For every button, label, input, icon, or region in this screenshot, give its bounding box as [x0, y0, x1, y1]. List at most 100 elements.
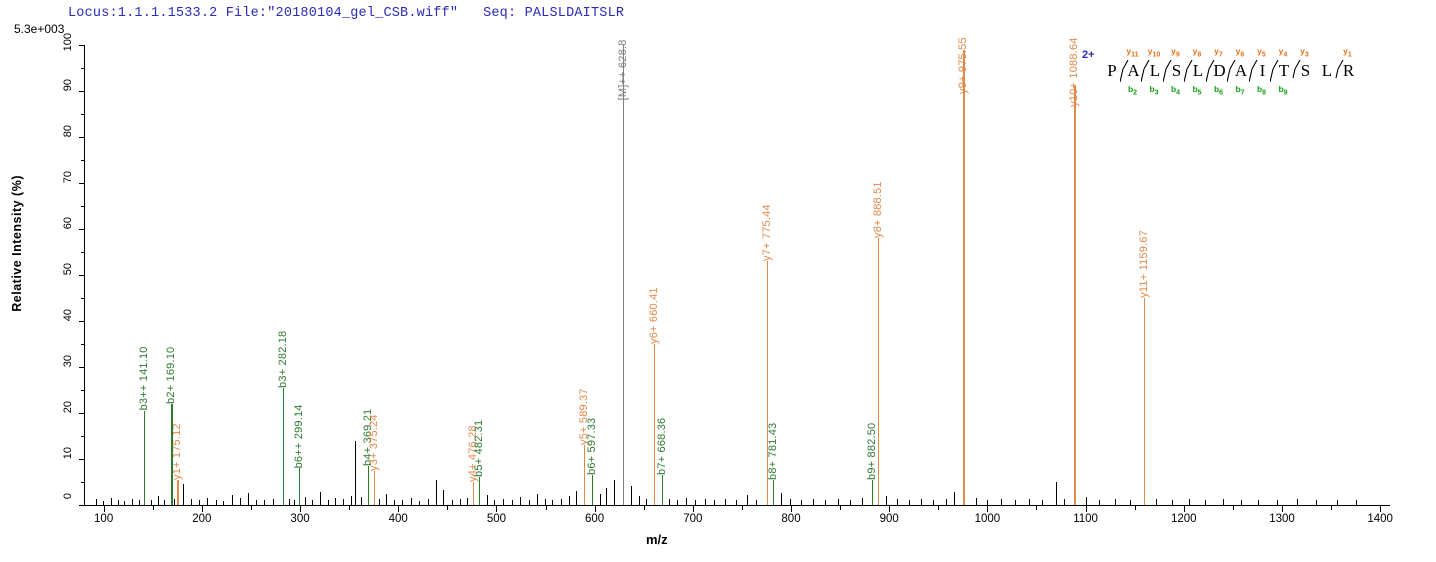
ladder-y-ion-tag: y7 — [1214, 46, 1223, 59]
noise-peak — [503, 499, 505, 505]
peak-label: y7+ 775.44 — [760, 204, 773, 262]
y-axis-tick-label: 50 — [62, 263, 74, 276]
spectrum-header: Locus:1.1.1.1533.2 File:"20180104_gel_CS… — [68, 6, 625, 21]
noise-peak — [677, 500, 679, 505]
ladder-residue: I — [1259, 61, 1266, 80]
x-axis-tick-label: 800 — [781, 513, 801, 525]
y-ion-peak — [473, 482, 475, 505]
noise-peak — [886, 495, 888, 505]
b-ion-peak — [872, 479, 874, 505]
noise-peak — [1115, 499, 1117, 505]
noise-peak — [1355, 500, 1357, 505]
b-ion-peak — [299, 468, 301, 505]
x-axis-minor-tick — [643, 506, 645, 510]
noise-peak — [402, 500, 404, 505]
ladder-b-ion-tag: b3 — [1149, 84, 1159, 97]
b-ion-peak — [282, 387, 284, 505]
y-axis-title: Relative Intensity (%) — [10, 175, 24, 312]
peak-label: y9+ 975.55 — [957, 37, 970, 94]
noise-peak — [512, 500, 514, 505]
noise-peak — [452, 500, 454, 505]
x-axis-tick — [987, 506, 989, 512]
noise-peak — [861, 498, 863, 505]
noise-peak — [311, 500, 313, 505]
y-axis-tick — [79, 367, 84, 368]
noise-peak — [124, 501, 126, 505]
peak-label: b5+ 482.31 — [473, 420, 486, 478]
noise-peak — [669, 498, 671, 505]
noise-peak — [263, 500, 265, 505]
noise-peak — [443, 490, 445, 505]
noise-peak — [223, 500, 225, 505]
y-axis-tick-label: 90 — [62, 79, 74, 92]
peak-label: b8+ 781.43 — [766, 422, 779, 480]
noise-peak — [920, 498, 922, 505]
noise-peak — [544, 498, 546, 505]
noise-peak — [528, 499, 530, 505]
noise-peak — [360, 496, 362, 505]
noise-peak — [954, 492, 955, 505]
noise-peak — [240, 497, 242, 505]
noise-peak — [519, 496, 521, 505]
ladder-cleavage-mark — [1205, 60, 1215, 82]
noise-peak — [1063, 499, 1065, 505]
x-axis-minor-tick — [840, 506, 842, 510]
y-axis-minor-tick — [81, 252, 84, 253]
peak-label: b3++ 141.10 — [137, 346, 150, 411]
noise-peak — [206, 498, 208, 505]
peak-label: y6+ 660.41 — [647, 287, 660, 344]
noise-peak — [319, 492, 321, 505]
noise-peak — [812, 498, 814, 505]
x-axis-minor-tick — [938, 506, 940, 510]
ladder-residue: S — [1171, 61, 1182, 80]
b-ion-peak — [591, 475, 594, 505]
y-axis-minor-tick — [81, 436, 84, 437]
noise-peak — [933, 500, 935, 505]
peak-label: b7+ 668.36 — [655, 417, 668, 476]
y-axis-minor-tick — [81, 206, 84, 207]
y-ion-peak — [963, 49, 965, 505]
y-ion-peak — [766, 261, 769, 505]
x-axis-minor-tick — [1232, 506, 1234, 510]
noise-peak — [1001, 499, 1003, 505]
y-axis-minor-tick — [81, 482, 84, 483]
noise-peak — [685, 497, 687, 505]
noise-peak — [606, 488, 608, 505]
x-axis-tick — [103, 506, 105, 512]
x-axis-minor-tick — [349, 506, 351, 510]
ladder-y-ion-tag: y3 — [1300, 46, 1309, 59]
noise-peak — [781, 493, 783, 505]
ladder-y-ion-tag: y6 — [1235, 46, 1245, 59]
ladder-cleavage-mark — [1184, 60, 1193, 82]
noise-peak — [1156, 498, 1158, 505]
peak-label: y1+ 175.12 — [171, 422, 184, 480]
y-axis-tick-label: 40 — [62, 309, 74, 322]
peak-label: y8+ 888.51 — [871, 181, 884, 239]
ladder-b-ion-tag: b5 — [1192, 84, 1202, 97]
x-axis-tick — [791, 506, 792, 512]
peak-label: y10+ 1088.64 — [1068, 37, 1081, 107]
x-axis-tick-label: 600 — [585, 513, 605, 525]
ladder-residue: P — [1107, 61, 1117, 80]
x-axis-tick-label: 1100 — [1073, 513, 1098, 525]
ladder-b-ion-tag: b2 — [1127, 84, 1138, 97]
y-axis-tick — [79, 137, 84, 138]
noise-peak — [304, 496, 306, 505]
noise-peak — [427, 499, 429, 505]
y-axis-tick-label: 20 — [62, 401, 74, 414]
noise-peak — [215, 500, 217, 505]
y-axis-tick-label: 30 — [62, 355, 74, 368]
noise-peak — [552, 500, 554, 505]
x-axis-tick-label: 300 — [290, 513, 310, 525]
noise-peak — [486, 494, 488, 505]
x-axis-tick-label: 200 — [192, 513, 212, 525]
noise-peak — [630, 485, 632, 505]
x-axis-tick-label: 500 — [486, 513, 506, 525]
x-axis-minor-tick — [1134, 506, 1136, 510]
noise-peak — [232, 494, 234, 505]
x-axis-tick — [1380, 506, 1382, 512]
x-axis-minor-tick — [250, 506, 252, 510]
ladder-y-ion-tag: y5 — [1257, 46, 1266, 59]
x-axis-tick — [496, 506, 498, 512]
